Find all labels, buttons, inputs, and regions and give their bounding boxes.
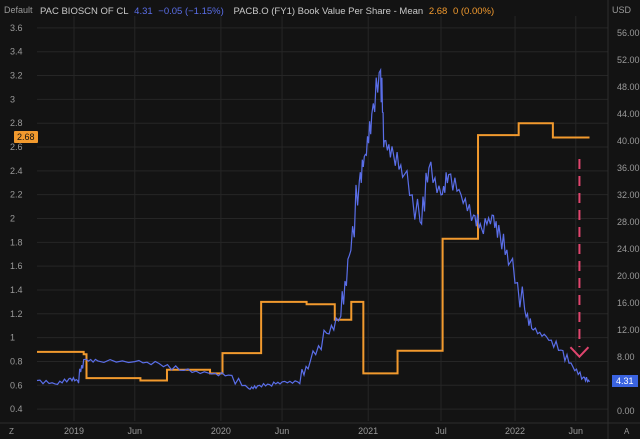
left-tick-label: 3 — [10, 94, 15, 104]
right-tick-label: 48.00 — [617, 82, 640, 92]
left-tick-label: 0.4 — [10, 404, 23, 414]
right-tick-label: 28.00 — [617, 217, 640, 227]
right-tick-label: 12.00 — [617, 325, 640, 335]
left-axis[interactable]: 0.4 0.6 0.8 1 1.2 1.4 1.6 1.8 2 2.2 2.4 2.6 2.8 3 3.2 3… — [10, 23, 23, 414]
left-tick-label: 2.2 — [10, 190, 23, 200]
left-scale-label[interactable]: Default — [4, 5, 33, 15]
right-tick-label: 52.00 — [617, 55, 640, 65]
left-tick-label: 2.8 — [10, 118, 23, 128]
time-axis[interactable]: 2019 Jun 2020 Jun 2021 Jul 2022 Jun — [64, 426, 583, 436]
time-tick-label: 2019 — [64, 426, 84, 436]
legend: PAC BIOSCN OF CL 4.31 −0.05 (−1.15%) PAC… — [40, 6, 497, 17]
right-tick-label: 16.00 — [617, 298, 640, 308]
left-tick-label: 0.6 — [10, 380, 23, 390]
bvps-last-value-badge: 2.68 — [14, 130, 38, 143]
right-tick-label: 0.00 — [617, 406, 635, 416]
left-tick-label: 3.4 — [10, 47, 23, 57]
price-line — [36, 67, 591, 390]
book-value-line — [37, 122, 590, 382]
left-tick-label: 2.6 — [10, 142, 23, 152]
price-last-value-badge: 4.31 — [612, 374, 638, 387]
left-tick-label: 3.6 — [10, 23, 23, 33]
arrow-head — [569, 346, 590, 359]
bottom-right-label[interactable]: A — [624, 427, 630, 436]
time-tick-label: 2020 — [211, 426, 231, 436]
right-tick-label: 8.00 — [617, 352, 635, 362]
price-series-value: 4.31 — [134, 6, 153, 17]
left-tick-label: 0.8 — [10, 356, 23, 366]
trend-arrow — [569, 158, 590, 359]
right-axis[interactable]: 0.004.008.0012.0016.0020.0024.0028.0032.… — [617, 28, 640, 416]
bvps-series-value: 2.68 — [428, 6, 448, 17]
left-tick-label: 1.8 — [10, 237, 23, 247]
right-tick-label: 40.00 — [617, 136, 640, 146]
right-tick-label: 36.00 — [617, 163, 640, 173]
left-tick-label: 2 — [10, 214, 15, 224]
time-tick-label: Jun — [128, 426, 143, 436]
left-tick-label: 3.2 — [10, 71, 23, 81]
left-tick-label: 1.4 — [10, 285, 23, 295]
time-tick-label: Jun — [569, 426, 584, 436]
bvps-series-name[interactable]: PACB.O (FY1) Book Value Per Share - Mean — [233, 6, 424, 17]
book-value-series-path — [37, 122, 590, 382]
price-series-name[interactable]: PAC BIOSCN OF CL — [40, 6, 129, 17]
time-tick-label: 2022 — [505, 426, 525, 436]
left-tick-label: 1.6 — [10, 261, 23, 271]
price-series-change: −0.05 (−1.15%) — [158, 6, 224, 17]
left-tick-label: 2.4 — [10, 166, 23, 176]
time-tick-label: 2021 — [358, 426, 378, 436]
bvps-series-change: 0 (0.00%) — [452, 6, 495, 17]
right-tick-label: 24.00 — [617, 244, 640, 254]
price-series-path — [36, 67, 591, 390]
left-tick-label: 1.2 — [10, 309, 23, 319]
right-scale-label[interactable]: USD — [612, 5, 632, 15]
time-tick-label: Jun — [275, 426, 290, 436]
time-tick-label: Jul — [435, 426, 447, 436]
right-tick-label: 20.00 — [617, 271, 640, 281]
right-tick-label: 32.00 — [617, 190, 640, 200]
right-tick-label: 56.00 — [617, 28, 640, 38]
left-tick-label: 1 — [10, 333, 15, 343]
right-tick-label: 44.00 — [617, 109, 640, 119]
bottom-left-label[interactable]: Z — [9, 427, 14, 436]
